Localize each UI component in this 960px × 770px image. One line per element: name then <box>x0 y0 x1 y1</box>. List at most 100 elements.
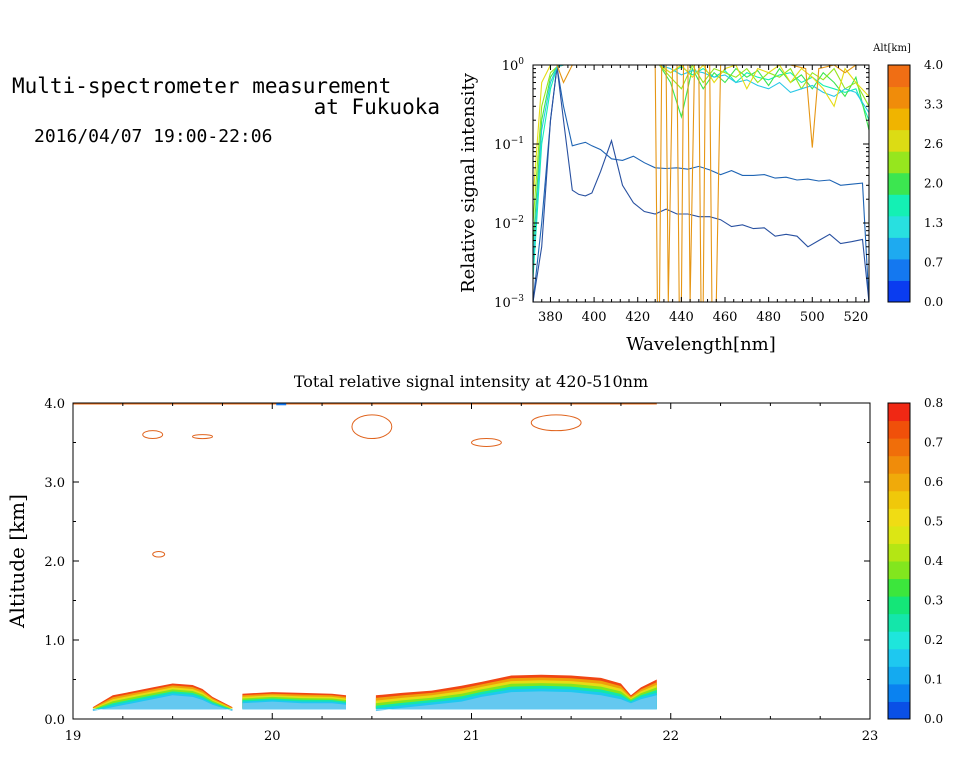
altitude-colorbar-swatch <box>888 108 910 131</box>
spectrum-x-label: Wavelength[nm] <box>626 334 776 355</box>
heatmap-fill <box>73 403 657 712</box>
heatmap-x-ticks: 19 20 21 22 23 <box>65 403 878 744</box>
heatmap-y-tick-label: 4.0 <box>44 397 65 412</box>
spectrum-series-line <box>533 65 869 265</box>
intensity-colorbar-swatch <box>888 596 910 615</box>
altitude-colorbar-tick-label: 0.7 <box>924 256 943 270</box>
spectrum-series-line <box>533 65 869 224</box>
heatmap-band <box>242 701 346 710</box>
altitude-colorbar-swatch <box>888 65 910 88</box>
altitude-colorbar-swatch <box>888 129 910 152</box>
intensity-colorbar-swatch <box>888 683 910 702</box>
heatmap-contour <box>152 551 166 558</box>
figure-title-line1: Multi-spectrometer measurement <box>12 74 392 98</box>
spectrum-series-line <box>533 66 869 302</box>
altitude-colorbar-tick-label: 4.0 <box>924 58 943 72</box>
heatmap-y-ticks: 0.0 1.0 2.0 3.0 4.0 <box>44 397 870 728</box>
intensity-colorbar-swatch <box>888 403 910 422</box>
altitude-colorbar-swatch <box>888 215 910 238</box>
spectrum-x-tick-label: 400 <box>582 310 607 325</box>
altitude-colorbar-swatch <box>888 237 910 260</box>
intensity-colorbar-tick-label: 0.5 <box>924 515 943 529</box>
intensity-colorbar-swatch <box>888 648 910 667</box>
spectrum-plot-frame <box>532 64 870 303</box>
intensity-colorbar-swatch <box>888 455 910 474</box>
heatmap-band <box>375 691 657 712</box>
altitude-colorbar-swatch <box>888 258 910 281</box>
heatmap-x-tick-label: 20 <box>264 729 281 744</box>
intensity-colorbar-swatch <box>888 613 910 632</box>
altitude-time-heatmap: Total relative signal intensity at 420-5… <box>5 372 878 744</box>
intensity-colorbar-swatch <box>888 666 910 685</box>
heatmap-x-tick-label: 22 <box>662 729 679 744</box>
intensity-colorbar-ticks: 0.8 0.7 0.6 0.5 0.4 0.3 0.2 0.1 0.0 <box>924 396 943 726</box>
altitude-colorbar-label: Alt[km] <box>872 43 911 54</box>
heatmap-y-tick-label: 1.0 <box>44 634 65 649</box>
altitude-colorbar-tick-label: 1.3 <box>924 216 943 230</box>
heatmap-y-tick-label: 2.0 <box>44 555 65 570</box>
heatmap-title: Total relative signal intensity at 420-5… <box>294 372 648 391</box>
heatmap-contour <box>530 414 582 432</box>
heatmap-y-tick-label: 3.0 <box>44 476 65 491</box>
intensity-colorbar-tick-label: 0.0 <box>924 712 943 726</box>
intensity-colorbar-frame <box>887 402 911 720</box>
intensity-colorbar-swatch <box>888 508 910 527</box>
spectrum-y-tick-label: 10−1 <box>494 136 524 153</box>
altitude-colorbar-swatch <box>888 280 910 303</box>
altitude-colorbar-tick-label: 0.0 <box>924 295 943 309</box>
intensity-colorbar-tick-label: 0.3 <box>924 594 943 608</box>
intensity-colorbar-swatch <box>888 543 910 562</box>
altitude-colorbar-swatches <box>888 65 910 303</box>
altitude-colorbar-swatch <box>888 194 910 217</box>
intensity-colorbar-tick-label: 0.7 <box>924 436 943 450</box>
intensity-colorbar: 0.8 0.7 0.6 0.5 0.4 0.3 0.2 0.1 0.0 <box>887 396 943 726</box>
heatmap-y-tick-label: 0.0 <box>44 713 65 728</box>
spectrum-series-line <box>533 65 869 302</box>
intensity-colorbar-swatch <box>888 438 910 457</box>
intensity-colorbar-swatch <box>888 473 910 492</box>
heatmap-contour <box>142 430 164 440</box>
intensity-colorbar-swatch <box>888 420 910 439</box>
spectrum-y-tick-label: 100 <box>502 57 525 74</box>
heatmap-contour <box>192 434 213 440</box>
altitude-colorbar-tick-label: 2.0 <box>924 177 943 191</box>
intensity-colorbar-swatch <box>888 578 910 597</box>
altitude-colorbar-tick-label: 3.3 <box>924 98 943 112</box>
intensity-colorbar-tick-label: 0.2 <box>924 633 943 647</box>
spectrum-series-line <box>533 66 869 302</box>
intensity-colorbar-tick-label: 0.1 <box>924 673 943 687</box>
spectrum-x-tick-label: 420 <box>625 310 650 325</box>
spectrum-y-tick-label: 10−2 <box>494 215 524 232</box>
spectrum-x-tick-label: 440 <box>669 310 694 325</box>
altitude-colorbar: Alt[km] 4.0 3.3 2.6 2.0 1.3 0.7 0.0 <box>872 43 943 309</box>
spectrum-x-tick-label: 520 <box>843 310 868 325</box>
altitude-colorbar-swatch <box>888 151 910 174</box>
heatmap-band <box>92 695 233 712</box>
spectrum-y-tick-label: 10−3 <box>494 294 524 311</box>
intensity-colorbar-swatch <box>888 561 910 580</box>
figure-title-line2: at Fukuoka <box>313 95 440 119</box>
intensity-colorbar-tick-label: 0.6 <box>924 475 943 489</box>
spectrum-x-tick-label: 380 <box>538 310 563 325</box>
altitude-colorbar-frame <box>887 64 911 303</box>
altitude-colorbar-tick-label: 2.6 <box>924 137 943 151</box>
spectrum-x-tick-label: 500 <box>800 310 825 325</box>
altitude-colorbar-swatch <box>888 172 910 195</box>
heatmap-x-tick-label: 21 <box>463 729 480 744</box>
intensity-colorbar-swatch <box>888 631 910 650</box>
heatmap-contour <box>351 414 393 440</box>
heatmap-plot-frame <box>72 402 871 720</box>
altitude-colorbar-ticks: 4.0 3.3 2.6 2.0 1.3 0.7 0.0 <box>924 58 943 309</box>
spectrum-x-tick-label: 460 <box>713 310 738 325</box>
spectrum-series-line <box>533 65 869 200</box>
spectrum-x-ticks: 380 400 420 440 460 480 500 520 <box>538 65 868 325</box>
intensity-colorbar-swatches <box>888 403 910 720</box>
intensity-colorbar-tick-label: 0.4 <box>924 554 943 568</box>
spectrum-y-ticks: 100 10−1 10−2 10−3 <box>494 57 869 311</box>
intensity-colorbar-tick-label: 0.8 <box>924 396 943 410</box>
spectrum-x-tick-label: 480 <box>756 310 781 325</box>
spectrum-chart: 380 400 420 440 460 480 500 520 100 10−1 10−2 10−3… <box>458 57 870 355</box>
intensity-colorbar-swatch <box>888 490 910 509</box>
heatmap-y-label: Altitude [km] <box>5 494 29 629</box>
